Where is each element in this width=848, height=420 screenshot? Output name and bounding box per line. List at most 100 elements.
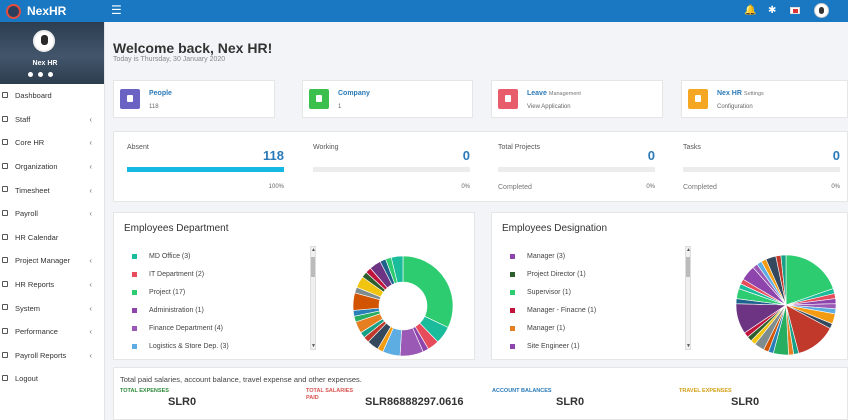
legend-label: Site Engineer (1) [527,342,580,350]
power-icon[interactable] [48,72,53,77]
chevron-left-icon: ‹ [89,256,92,266]
designation-scrollbar[interactable]: ▲ ▼ [685,246,691,350]
legend-item[interactable]: Project (17) [126,283,322,301]
main-content: Welcome back, Nex HR! Today is Thursday,… [105,22,848,420]
info-card-nex-hr[interactable]: Nex HR Settings Configuration [681,80,848,118]
sidebar-item-label: Core HR [15,138,45,148]
legend-label: Administration (1) [149,306,204,314]
sidebar-item-label: Organization [15,162,58,172]
legend-item[interactable]: Finance Department (4) [126,319,322,337]
legend-item[interactable]: Supervisor (1) [504,283,700,301]
sidebar-item-label: HR Calendar [15,232,59,242]
sidebar-item-label: Timesheet [15,185,50,195]
settings-icon[interactable] [38,72,43,77]
finance-label: TRAVEL EXPENSES [679,388,732,394]
stats-card: Absent 118 100% Working 0 0% Total Projects 0 Co… [113,131,848,202]
legend-item[interactable]: Manager - Finacne (1) [504,301,700,319]
legend-item[interactable]: Site Engineer (1) [504,337,700,351]
legend-item[interactable]: Administration (1) [126,301,322,319]
stat-percent: 0% [646,184,655,190]
card-title[interactable]: Nex HR Settings [717,90,764,97]
legend-label: Supervisor (1) [527,288,571,296]
app-logo[interactable]: NexHR [6,3,106,19]
legend-item[interactable]: Manager (1) [504,319,700,337]
sidebar-item-staff[interactable]: Staff ‹ [0,108,104,132]
calendar-icon [2,233,8,240]
clock-icon [2,186,8,193]
designation-legend: Manager (3) Project Director (1) Superviso… [504,247,700,351]
avatar[interactable] [814,3,829,18]
legend-label: Project Director (1) [527,270,586,278]
panel-title: Employees Designation [502,223,608,234]
bell-icon[interactable]: 🔔 [744,5,757,16]
sidebar-item-dashboard[interactable]: Dashboard [0,84,104,108]
legend-swatch [132,253,137,259]
profile-name: Nex HR [32,60,58,67]
legend-item[interactable]: Manager (3) [504,247,700,265]
sidebar-item-hr-calendar[interactable]: HR Calendar [0,226,104,250]
department-scrollbar[interactable]: ▲ ▼ [310,246,316,350]
info-card-people[interactable]: People 118 [113,80,275,118]
user-icon[interactable] [28,72,33,77]
sidebar-item-core-hr[interactable]: Core HR ‹ [0,131,104,155]
card-title[interactable]: Leave Management [527,90,581,97]
panel-title: Employees Department [124,223,229,234]
hamburger-icon[interactable]: ☰ [111,3,122,17]
legend-label: IT Department (2) [149,270,205,278]
profile-avatar[interactable] [33,30,55,52]
sidebar-item-performance[interactable]: Performance ‹ [0,320,104,344]
logout-icon [2,375,8,382]
chevron-left-icon: ‹ [89,280,92,290]
stat-progress-bar [127,167,284,172]
building-icon [2,162,8,169]
flag-icon[interactable] [790,7,800,14]
chart-slice[interactable] [390,255,404,284]
profile-actions [28,72,53,77]
info-card-leave[interactable]: Leave Management View Application [491,80,663,118]
scroll-up-icon[interactable]: ▲ [311,247,316,253]
scroll-thumb[interactable] [311,257,315,277]
chevron-left-icon: ‹ [89,303,92,313]
scroll-thumb[interactable] [686,257,690,277]
sidebar-item-payroll[interactable]: Payroll ‹ [0,202,104,226]
sidebar-item-label: Payroll Reports [15,350,67,360]
legend-swatch [132,289,137,295]
card-icon [498,89,518,109]
legend-item[interactable]: Logistics & Store Dep. (3) [126,337,322,351]
sidebar-item-logout[interactable]: Logout [0,367,104,391]
gear-icon[interactable]: ✱ [768,5,777,16]
users-icon [2,115,8,122]
legend-swatch [510,271,515,277]
sidebar-item-payroll-reports[interactable]: Payroll Reports ‹ [0,344,104,368]
sidebar-item-label: Staff [15,114,31,124]
scroll-up-icon[interactable]: ▲ [686,247,691,253]
sidebar-item-label: Project Manager [15,256,71,266]
legend-label: Finance Department (4) [149,324,223,332]
legend-swatch [510,343,515,349]
employees-designation-panel: Employees Designation Manager (3) Project… [491,212,848,360]
sidebar-item-organization[interactable]: Organization ‹ [0,155,104,179]
stat-value: 118 [263,148,284,163]
legend-item[interactable]: MD Office (3) [126,247,322,265]
legend-item[interactable]: IT Department (2) [126,265,322,283]
page-title: Welcome back, Nex HR! [113,40,273,56]
scroll-down-icon[interactable]: ▼ [311,343,316,349]
card-title[interactable]: Company [338,90,370,97]
chevron-left-icon: ‹ [89,327,92,337]
top-bar: NexHR ☰ 🔔 ✱ [0,0,848,22]
profile-panel: Nex HR [0,22,104,84]
card-title[interactable]: People [149,90,172,97]
sidebar-item-hr-reports[interactable]: HR Reports ‹ [0,273,104,297]
legend-item[interactable]: Project Director (1) [504,265,700,283]
sidebar-item-system[interactable]: System ‹ [0,296,104,320]
sidebar-item-project-manager[interactable]: Project Manager ‹ [0,249,104,273]
info-card-company[interactable]: Company 1 [302,80,473,118]
card-icon [120,89,140,109]
chart-slice[interactable] [780,254,787,306]
legend-label: Manager (3) [527,252,566,260]
scroll-down-icon[interactable]: ▼ [686,343,691,349]
card-value: Configuration [717,104,753,110]
finance-value: SLR0 [556,396,585,408]
sidebar-item-timesheet[interactable]: Timesheet ‹ [0,178,104,202]
chart-slice[interactable] [402,255,454,328]
